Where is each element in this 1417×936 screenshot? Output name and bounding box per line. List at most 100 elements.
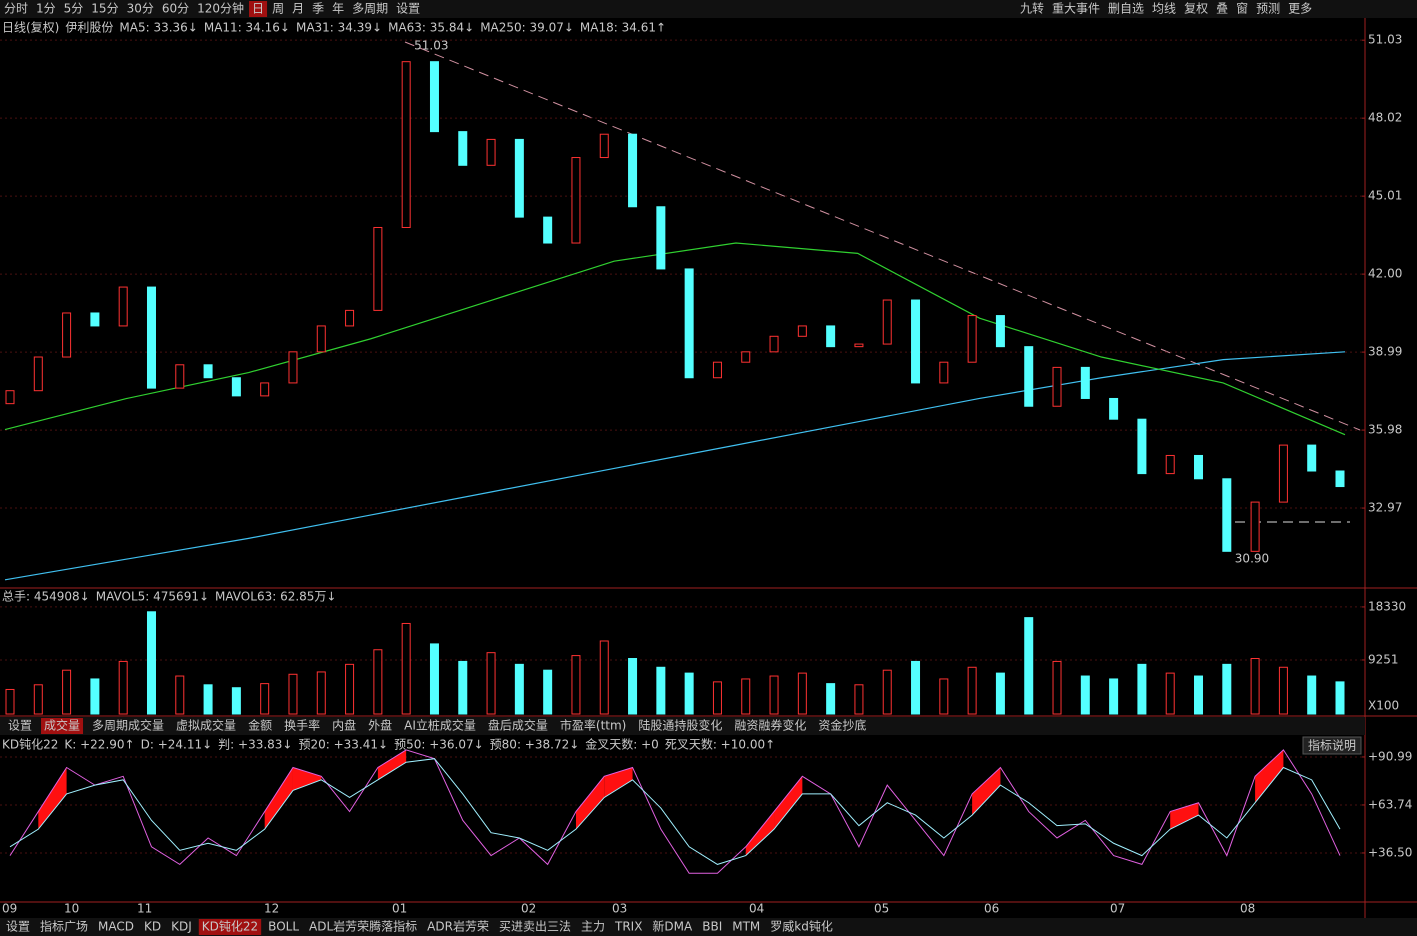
- tab[interactable]: 多周期成交量: [92, 718, 164, 733]
- toolbar-button[interactable]: 1分: [36, 2, 56, 16]
- candle: [911, 299, 921, 384]
- tab-highlight: [198, 919, 262, 935]
- tab[interactable]: MACD: [98, 920, 134, 934]
- tab[interactable]: 金额: [248, 718, 272, 733]
- candle: [628, 133, 638, 208]
- tab[interactable]: 盘后成交量: [488, 718, 548, 733]
- toolbar-button[interactable]: 多周期: [352, 2, 388, 16]
- toolbar-button[interactable]: 季: [312, 2, 324, 16]
- toolbar-button[interactable]: 复权: [1184, 2, 1208, 16]
- toolbar-button[interactable]: 120分钟: [197, 1, 244, 16]
- toolbar-button[interactable]: 叠: [1216, 2, 1228, 16]
- y-tick-label: 9251: [1368, 652, 1399, 666]
- tab[interactable]: 市盈率(ttm): [560, 718, 626, 733]
- tab[interactable]: 融资融券变化: [734, 718, 806, 733]
- tab[interactable]: KD钝化22: [202, 920, 258, 934]
- candle: [1165, 454, 1175, 475]
- x-tick-label: 05: [874, 902, 889, 916]
- candle: [260, 382, 270, 397]
- y-tick-label: +36.50: [1368, 845, 1412, 859]
- tab[interactable]: 指标广场: [40, 919, 88, 934]
- tab[interactable]: 设置: [8, 719, 32, 733]
- toolbar-button[interactable]: 九转: [1020, 1, 1044, 16]
- volume-bar: [458, 660, 468, 715]
- y-tick-label: +90.99: [1368, 749, 1412, 763]
- candle: [571, 157, 581, 244]
- tab[interactable]: ADR岩芳荣: [427, 919, 489, 934]
- tab[interactable]: TRIX: [614, 920, 642, 934]
- y-tick-label: 45.01: [1368, 189, 1402, 203]
- legend-item: MAVOL63: 62.85万↓: [215, 590, 336, 604]
- tab[interactable]: KD: [144, 920, 161, 934]
- toolbar-button[interactable]: 30分: [127, 2, 154, 16]
- kd-fill: [604, 767, 633, 798]
- tab[interactable]: AI立桩成交量: [404, 718, 476, 733]
- candle: [769, 335, 779, 353]
- volume-bar: [826, 683, 836, 715]
- toolbar-button[interactable]: 更多: [1288, 2, 1312, 16]
- candle: [458, 131, 468, 166]
- candle: [1080, 366, 1090, 399]
- tab[interactable]: 新DMA: [652, 919, 693, 934]
- candle: [175, 364, 185, 389]
- tab[interactable]: 成交量: [44, 718, 80, 733]
- tab[interactable]: 外盘: [368, 718, 392, 733]
- volume-bar: [1052, 660, 1062, 715]
- tab[interactable]: 换手率: [284, 718, 320, 733]
- toolbar-button[interactable]: 60分: [162, 2, 189, 16]
- toolbar-button[interactable]: 15分: [91, 2, 118, 16]
- tab[interactable]: 设置: [6, 920, 30, 934]
- volume-bar: [1335, 681, 1345, 715]
- x-tick-label: 02: [521, 902, 536, 916]
- y-tick-label: 48.02: [1368, 111, 1402, 125]
- tab-bar: [0, 717, 1365, 735]
- candle: [656, 206, 666, 270]
- unit-label: X100: [1368, 699, 1399, 713]
- candle: [1052, 366, 1062, 407]
- candle: [995, 315, 1005, 348]
- tab[interactable]: 罗威kd钝化: [770, 920, 833, 934]
- toolbar-button[interactable]: 月: [292, 2, 304, 16]
- toolbar-button[interactable]: 年: [332, 2, 344, 16]
- toolbar-button[interactable]: 均线: [1152, 2, 1176, 16]
- tab[interactable]: 主力: [581, 920, 605, 934]
- tab[interactable]: BBI: [702, 920, 722, 934]
- volume-bar: [1307, 675, 1317, 715]
- toolbar-button[interactable]: 删自选: [1108, 2, 1144, 16]
- toolbar-button[interactable]: 重大事件: [1052, 2, 1100, 16]
- x-tick-label: 09: [2, 902, 17, 916]
- candle: [288, 351, 298, 384]
- tab[interactable]: 内盘: [332, 718, 356, 733]
- volume-bar: [911, 660, 921, 715]
- legend-item: 金叉天数: +0: [585, 737, 659, 752]
- toolbar-button[interactable]: 日: [252, 2, 264, 16]
- tab[interactable]: 陆股通持股变化: [638, 718, 722, 733]
- help-button[interactable]: 指标说明: [1308, 738, 1356, 753]
- help-button-bg: [1302, 736, 1362, 755]
- y-tick-label: 51.03: [1368, 33, 1402, 47]
- tab[interactable]: ADL岩芳荣腾落指标: [309, 919, 417, 934]
- candle: [854, 343, 864, 348]
- toolbar-button[interactable]: 周: [272, 2, 284, 16]
- tab[interactable]: KDJ: [171, 920, 192, 934]
- volume-bar: [486, 652, 496, 715]
- toolbar-button[interactable]: 分时: [4, 2, 28, 16]
- candle: [514, 138, 524, 218]
- tab[interactable]: 买进卖出三法: [499, 920, 571, 934]
- volume-bar: [769, 675, 779, 715]
- tab[interactable]: MTM: [732, 920, 760, 934]
- toolbar-button[interactable]: 窗: [1236, 2, 1248, 16]
- volume-bar: [882, 669, 892, 715]
- tab[interactable]: 虚拟成交量: [176, 718, 236, 733]
- tab[interactable]: 资金抄底: [818, 718, 866, 733]
- toolbar-button[interactable]: 设置: [396, 2, 420, 16]
- candle: [231, 377, 241, 397]
- volume-bar: [1194, 675, 1204, 715]
- volume-bar: [90, 678, 100, 715]
- tab[interactable]: BOLL: [268, 920, 299, 934]
- toolbar-button[interactable]: 5分: [64, 2, 84, 16]
- toolbar-button[interactable]: 预测: [1256, 2, 1280, 16]
- kd-fill: [774, 776, 803, 830]
- legend-item: 预20: +33.41↓: [298, 738, 388, 752]
